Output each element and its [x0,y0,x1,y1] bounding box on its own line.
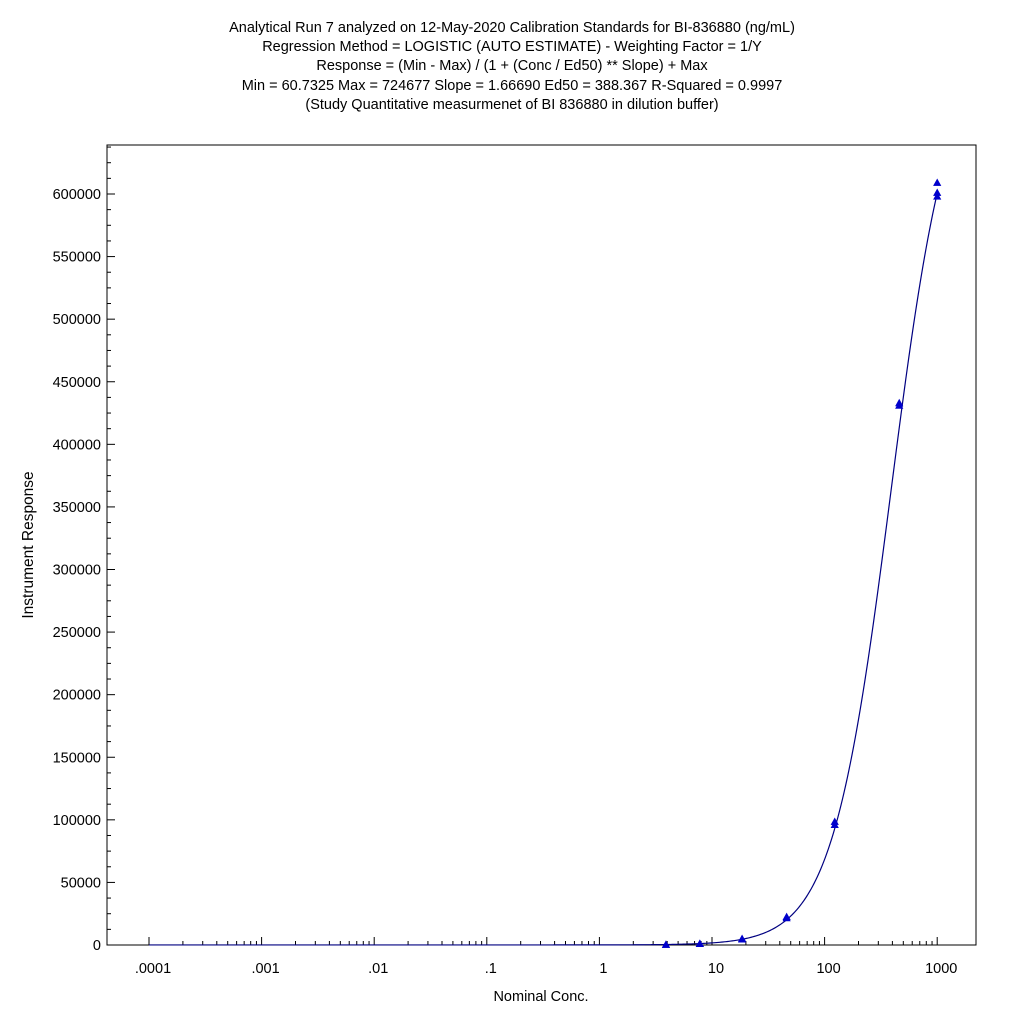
data-point-triangle [661,940,671,948]
data-point-triangle [933,192,942,200]
data-point-triangle [830,817,839,825]
x-axis: .0001 .001 .01 .1 1 10 100 1000 [135,937,957,977]
x-tick-label: .001 [251,961,279,977]
x-tick-label: 10 [708,961,724,977]
x-tick-label: .1 [485,961,497,977]
x-tick-label: 1 [599,961,607,977]
y-tick-label: 300000 [53,563,101,579]
x-tick-label: .01 [368,961,388,977]
data-point-triangle [695,939,704,947]
y-tick-label: 0 [93,938,101,954]
y-tick-label: 200000 [53,688,101,704]
y-tick-label: 500000 [53,312,101,328]
y-tick-label: 250000 [53,625,101,641]
chart-title: Analytical Run 7 analyzed on 12-May-2020… [0,19,1024,115]
chart-title-line-3: Response = (Min - Max) / (1 + (Conc / Ed… [316,58,708,75]
data-point-triangle [933,188,942,196]
data-point-triangle [933,178,942,186]
y-tick-label: 450000 [53,375,101,391]
x-tick-label: 100 [816,961,840,977]
chart-title-line-1: Analytical Run 7 analyzed on 12-May-2020… [229,20,795,36]
x-tick-label: 1000 [925,961,957,977]
y-tick-label: 550000 [53,250,101,266]
chart-title-line-4: Min = 60.7325 Max = 724677 Slope = 1.666… [241,77,783,94]
y-tick-label: 600000 [53,187,101,203]
y-axis-label: Instrument Response [20,471,37,618]
data-point-triangle [895,398,904,407]
x-axis-label: Nominal Conc. [493,989,588,1005]
y-tick-label: 400000 [53,437,101,453]
chart-title-line-2: Regression Method = LOGISTIC (AUTO ESTIM… [262,39,762,56]
data-point-triangle [782,912,791,921]
x-tick-label: .0001 [135,961,171,977]
y-tick-label: 100000 [53,813,101,829]
plot-frame [106,144,977,946]
y-tick-label: 350000 [53,500,101,516]
data-point-triangle [737,934,747,942]
fit-curve [149,193,938,946]
y-tick-label: 150000 [53,750,101,766]
y-axis: 0 50000 100000 150000 200000 250000 300000 3500… [53,146,115,954]
data-points [661,178,942,948]
chart-title-line-5: (Study Quantitative measurmenet of BI 83… [305,96,719,113]
y-tick-label: 50000 [61,875,101,891]
